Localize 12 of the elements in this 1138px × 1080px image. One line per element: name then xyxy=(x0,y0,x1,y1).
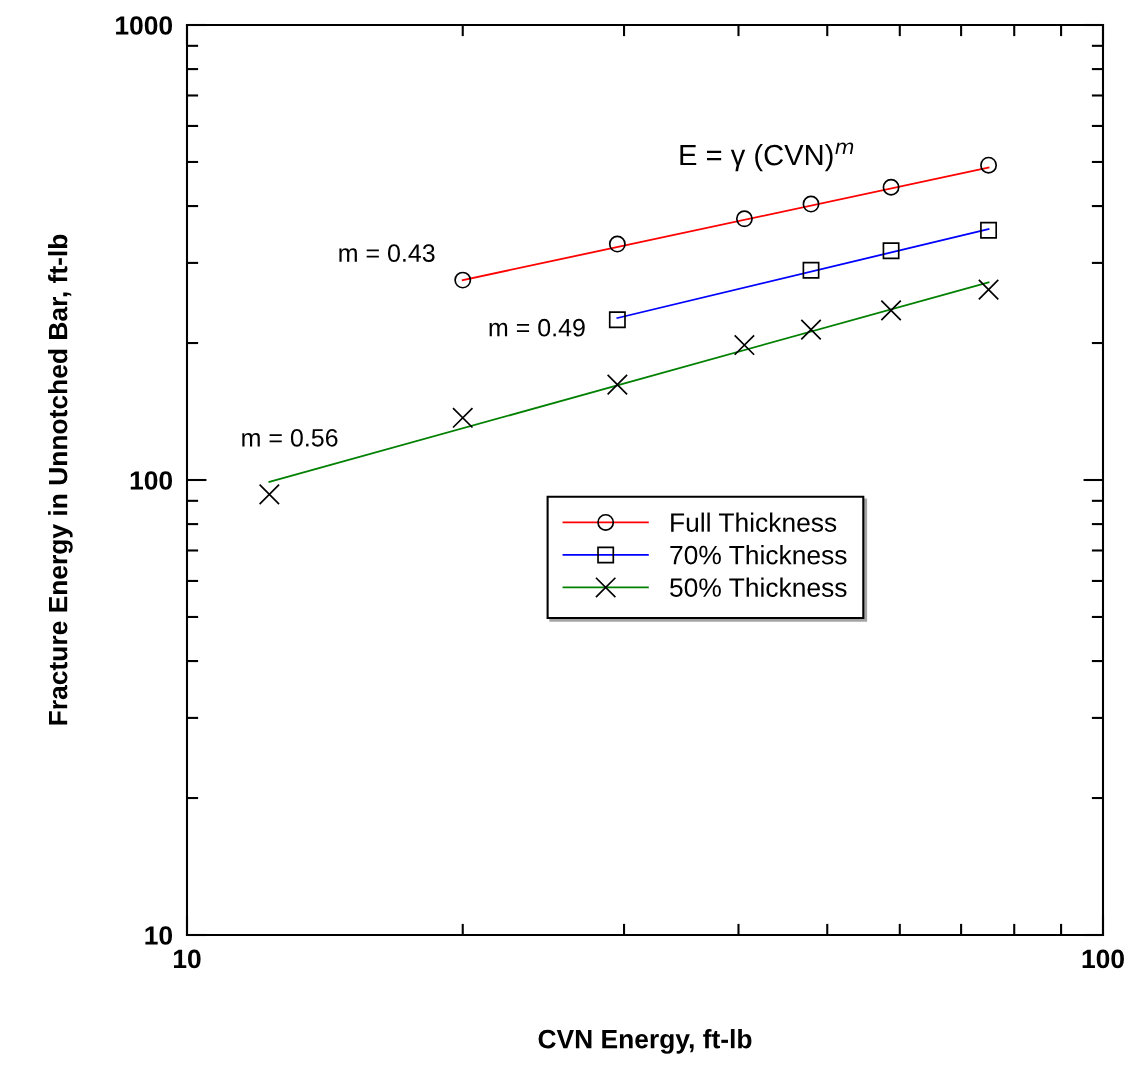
y-axis-title: Fracture Energy in Unnotched Bar, ft-lb xyxy=(48,234,73,725)
annotation: m = 0.56 xyxy=(242,428,338,447)
y-tick-label: 100 xyxy=(130,471,173,490)
annotation: m = 0.49 xyxy=(489,318,585,337)
annotation: m = 0.43 xyxy=(339,244,435,262)
y-tick-label: 10 xyxy=(145,926,173,945)
annotation: E = γ (CVN)$^{m}$ xyxy=(680,142,854,172)
y-tick-label: 1000 xyxy=(116,16,173,35)
legend-label: Full Thickness xyxy=(671,512,837,532)
x-axis-title: CVN Energy, ft-lb xyxy=(538,1029,752,1054)
legend-label: 50% Thickness xyxy=(670,577,847,597)
legend-label: 70% Thickness xyxy=(670,545,847,565)
